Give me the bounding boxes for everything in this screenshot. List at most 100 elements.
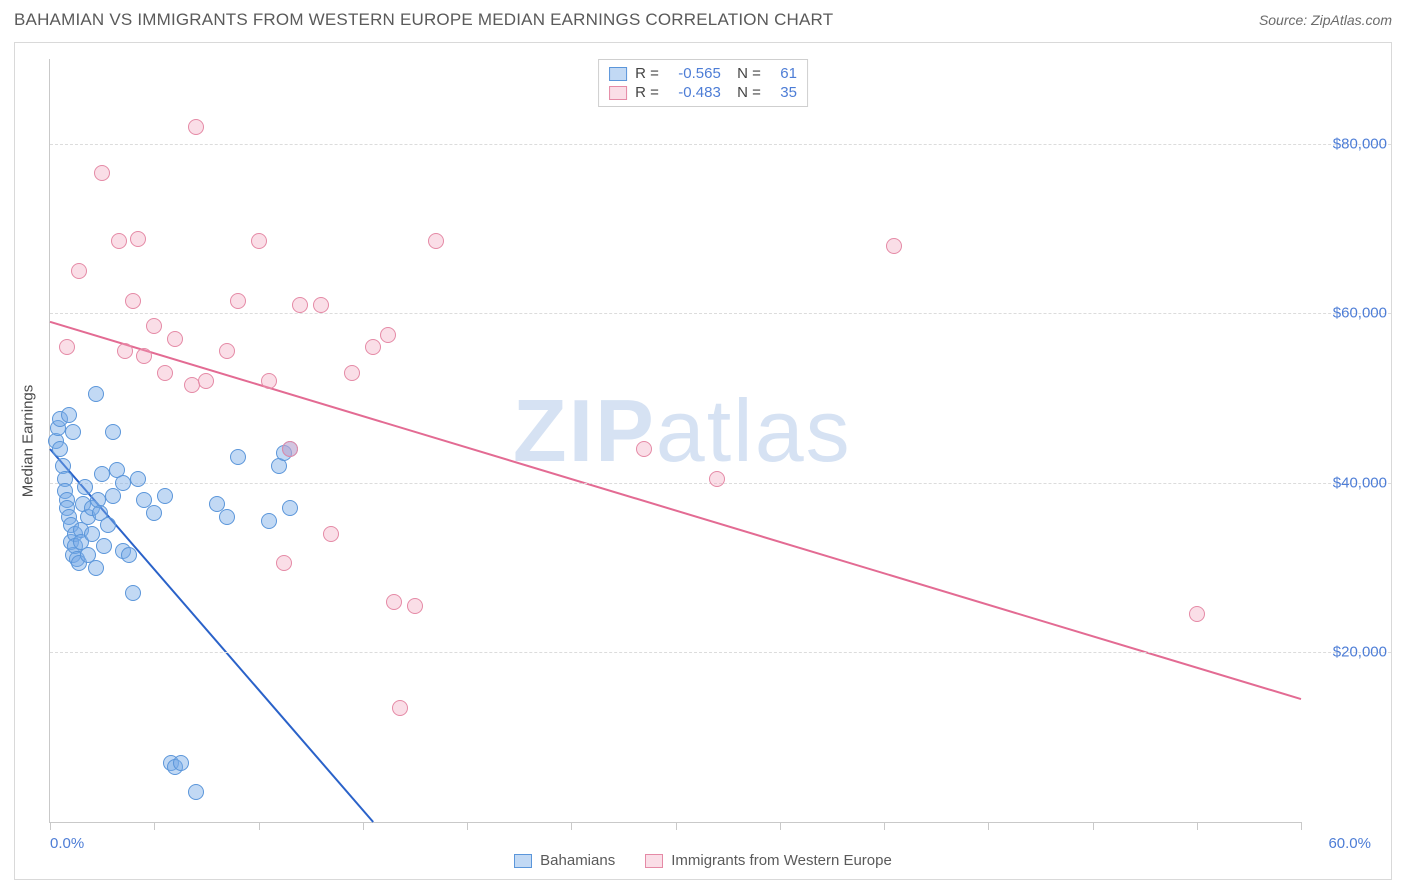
y-tick-label: $40,000 — [1333, 474, 1387, 491]
point-immigrants_we — [167, 331, 183, 347]
point-immigrants_we — [282, 441, 298, 457]
plot-area: Median Earnings ZIPatlas 0.0% 60.0% $20,… — [49, 59, 1301, 823]
x-max-label: 60.0% — [1328, 835, 1371, 852]
chart-frame: R = -0.565 N = 61 R = -0.483 N = 35 Medi… — [14, 42, 1392, 880]
point-immigrants_we — [261, 373, 277, 389]
point-immigrants_we — [230, 293, 246, 309]
trendline-immigrants_we — [50, 322, 1301, 699]
point-bahamians — [173, 755, 189, 771]
point-immigrants_we — [709, 471, 725, 487]
point-bahamians — [65, 424, 81, 440]
point-immigrants_we — [251, 233, 267, 249]
point-immigrants_we — [136, 348, 152, 364]
point-immigrants_we — [636, 441, 652, 457]
point-immigrants_we — [188, 119, 204, 135]
r-label: R = — [635, 84, 659, 101]
point-immigrants_we — [130, 231, 146, 247]
x-tick — [259, 822, 260, 830]
x-tick — [571, 822, 572, 830]
point-bahamians — [130, 471, 146, 487]
stat-row-immigrants: R = -0.483 N = 35 — [609, 83, 797, 102]
n-value-immigrants: 35 — [769, 84, 797, 101]
x-tick — [50, 822, 51, 830]
point-bahamians — [121, 547, 137, 563]
point-immigrants_we — [111, 233, 127, 249]
point-bahamians — [84, 526, 100, 542]
point-immigrants_we — [184, 377, 200, 393]
point-bahamians — [88, 560, 104, 576]
point-immigrants_we — [146, 318, 162, 334]
n-value-bahamians: 61 — [769, 65, 797, 82]
point-immigrants_we — [365, 339, 381, 355]
swatch-bahamians — [609, 67, 627, 81]
point-immigrants_we — [71, 263, 87, 279]
point-bahamians — [261, 513, 277, 529]
point-immigrants_we — [1189, 606, 1205, 622]
bottom-legend: Bahamians Immigrants from Western Europe — [15, 852, 1391, 869]
x-tick — [1093, 822, 1094, 830]
correlation-stats-box: R = -0.565 N = 61 R = -0.483 N = 35 — [598, 59, 808, 107]
point-bahamians — [96, 538, 112, 554]
chart-title: BAHAMIAN VS IMMIGRANTS FROM WESTERN EURO… — [14, 10, 833, 30]
point-immigrants_we — [198, 373, 214, 389]
r-value-immigrants: -0.483 — [667, 84, 721, 101]
x-tick — [363, 822, 364, 830]
gridline — [50, 652, 1391, 653]
point-bahamians — [61, 407, 77, 423]
point-bahamians — [282, 500, 298, 516]
point-immigrants_we — [380, 327, 396, 343]
legend-item-bahamians: Bahamians — [514, 852, 615, 869]
point-immigrants_we — [313, 297, 329, 313]
point-bahamians — [105, 488, 121, 504]
point-immigrants_we — [323, 526, 339, 542]
point-bahamians — [115, 475, 131, 491]
x-tick — [780, 822, 781, 830]
y-tick-label: $60,000 — [1333, 305, 1387, 322]
point-immigrants_we — [392, 700, 408, 716]
point-bahamians — [125, 585, 141, 601]
y-tick-label: $20,000 — [1333, 644, 1387, 661]
legend-item-immigrants: Immigrants from Western Europe — [645, 852, 892, 869]
point-bahamians — [188, 784, 204, 800]
n-label: N = — [729, 65, 761, 82]
point-bahamians — [77, 479, 93, 495]
point-bahamians — [94, 466, 110, 482]
legend-swatch-bahamians — [514, 854, 532, 868]
x-tick — [467, 822, 468, 830]
source-prefix: Source: — [1259, 12, 1311, 28]
chart-header: BAHAMIAN VS IMMIGRANTS FROM WESTERN EURO… — [0, 0, 1406, 34]
point-bahamians — [88, 386, 104, 402]
chart-source: Source: ZipAtlas.com — [1259, 12, 1392, 28]
point-immigrants_we — [117, 343, 133, 359]
r-label: R = — [635, 65, 659, 82]
point-immigrants_we — [59, 339, 75, 355]
x-tick — [884, 822, 885, 830]
x-min-label: 0.0% — [50, 835, 84, 852]
point-immigrants_we — [157, 365, 173, 381]
point-immigrants_we — [125, 293, 141, 309]
r-value-bahamians: -0.565 — [667, 65, 721, 82]
legend-label-immigrants: Immigrants from Western Europe — [671, 852, 892, 869]
point-immigrants_we — [386, 594, 402, 610]
point-bahamians — [219, 509, 235, 525]
legend-label-bahamians: Bahamians — [540, 852, 615, 869]
gridline — [50, 313, 1391, 314]
point-immigrants_we — [407, 598, 423, 614]
point-bahamians — [52, 441, 68, 457]
point-immigrants_we — [94, 165, 110, 181]
x-tick — [676, 822, 677, 830]
point-bahamians — [105, 424, 121, 440]
point-bahamians — [157, 488, 173, 504]
source-name: ZipAtlas.com — [1311, 12, 1392, 28]
gridline — [50, 144, 1391, 145]
legend-swatch-immigrants — [645, 854, 663, 868]
point-bahamians — [230, 449, 246, 465]
point-immigrants_we — [344, 365, 360, 381]
point-immigrants_we — [886, 238, 902, 254]
point-immigrants_we — [276, 555, 292, 571]
n-label: N = — [729, 84, 761, 101]
point-bahamians — [100, 517, 116, 533]
point-immigrants_we — [219, 343, 235, 359]
x-tick — [1197, 822, 1198, 830]
trendlines-layer — [50, 59, 1301, 822]
